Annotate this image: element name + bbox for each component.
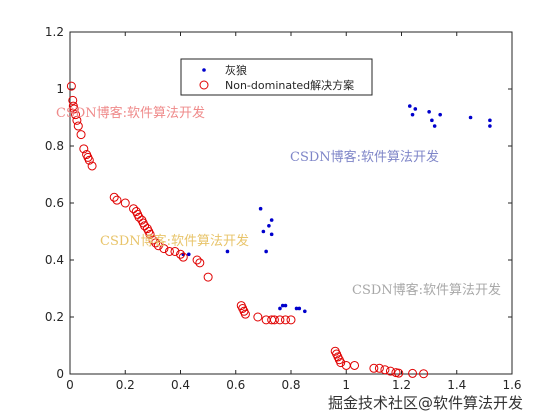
nondominated-point: [419, 369, 429, 379]
nondominated-point: [192, 255, 202, 265]
axis-ticks: 0 0.2 0.4 0.6 0.8 1 1.2 1.4 1.6 0 0.2 0.4 0.6 0.8 1 1.2: [45, 25, 522, 392]
watermark-text: CSDN博客:软件算法开发: [56, 106, 206, 121]
nondominated-point: [286, 315, 296, 325]
watermark-text: CSDN博客:软件算法开发: [290, 150, 440, 165]
wolf-point: [280, 303, 285, 308]
wolf-point: [278, 306, 282, 311]
nondominated-point: [275, 315, 285, 325]
legend-marker-circle: [199, 80, 209, 90]
nondominated-point: [280, 315, 290, 325]
nondominated-point: [68, 95, 78, 105]
x-tick-label: 1: [342, 378, 350, 392]
x-tick-label: 0.8: [281, 378, 300, 392]
nondominated-point: [76, 130, 86, 140]
x-tick-label: 1.2: [392, 378, 411, 392]
wolf-point: [267, 224, 271, 228]
wolf-point: [410, 112, 415, 117]
watermark-text: CSDN博客:软件算法开发: [100, 234, 250, 249]
nondominated-point: [69, 104, 79, 114]
nondominated-point: [176, 249, 185, 259]
y-tick-label: 0.8: [45, 139, 64, 153]
y-tick-label: 0.6: [45, 196, 64, 210]
nondominated-point: [374, 363, 384, 373]
nondominated-point: [369, 363, 379, 373]
nondominated-point: [84, 155, 94, 165]
nondominated-point: [153, 241, 163, 251]
footer-watermark: 掘金技术社区@软件算法开发: [328, 394, 524, 412]
wolf-point: [413, 107, 418, 111]
wolf-point: [264, 249, 268, 254]
legend-box: [180, 58, 373, 96]
nondominated-point: [170, 246, 180, 256]
y-tick-label: 1: [56, 82, 64, 96]
nondominated-point: [72, 115, 82, 125]
nondominated-point: [145, 229, 155, 239]
wolf-point: [488, 124, 492, 128]
x-tick-label: 1.6: [502, 378, 521, 392]
wolf-point: [430, 118, 434, 123]
nondominated-point: [394, 368, 404, 378]
wolf-point: [488, 118, 492, 123]
x-tick-label: 0.2: [116, 378, 135, 392]
wolf-point: [261, 229, 266, 234]
wolf-point: [186, 252, 191, 257]
nondominated-point: [151, 238, 161, 248]
wolf-point: [438, 112, 442, 117]
wolf-point: [427, 110, 431, 114]
series-dot: [181, 104, 492, 314]
nondominated-point: [240, 309, 250, 319]
nondominated-point: [112, 195, 122, 205]
series-layer: [66, 81, 492, 379]
nondominated-point: [269, 315, 279, 325]
wolf-point: [283, 303, 288, 308]
x-tick-label: 1.4: [447, 378, 466, 392]
nondominated-point: [203, 272, 213, 282]
wolf-point: [432, 124, 437, 128]
x-tick-label: 0: [66, 378, 74, 392]
nondominated-point: [164, 246, 174, 256]
nondominated-point: [385, 366, 395, 376]
nondominated-point: [350, 360, 360, 370]
y-tick-label: 0: [56, 367, 64, 381]
nondominated-point: [178, 252, 188, 262]
nondominated-point: [87, 161, 97, 171]
nondominated-point: [66, 81, 76, 91]
nondominated-point: [336, 358, 346, 368]
nondominated-point: [253, 312, 263, 322]
wolf-point: [303, 309, 307, 314]
wolf-point: [269, 218, 274, 222]
legend-marker-dot: [202, 68, 206, 72]
nondominated-point: [380, 365, 390, 375]
x-tick-label: 0.4: [171, 378, 190, 392]
wolf-point: [468, 115, 473, 120]
wolf-point: [225, 249, 230, 254]
x-tick-label: 0.6: [226, 378, 245, 392]
nondominated-point: [195, 258, 205, 268]
y-tick-label: 0.2: [45, 310, 64, 324]
legend-label: 灰狼: [225, 63, 247, 77]
nondominated-point: [79, 144, 89, 154]
wolf-point: [407, 104, 412, 108]
nondominated-point: [73, 121, 83, 131]
wolf-point: [269, 232, 274, 237]
nondominated-point: [408, 368, 418, 378]
nondominated-point: [71, 110, 81, 120]
wolf-point: [294, 306, 299, 311]
y-tick-label: 0.4: [45, 253, 64, 267]
y-tick-label: 1.2: [45, 25, 64, 39]
nondominated-point: [159, 244, 169, 254]
series-circle: [66, 81, 429, 379]
watermark-text: CSDN博客:软件算法开发: [352, 283, 502, 298]
nondominated-point: [148, 235, 158, 245]
wolf-point: [297, 306, 302, 311]
nondominated-point: [109, 192, 119, 202]
legend-label: Non-dominated解决方案: [225, 78, 354, 92]
wolf-point: [258, 206, 263, 211]
nondominated-point: [120, 198, 130, 208]
